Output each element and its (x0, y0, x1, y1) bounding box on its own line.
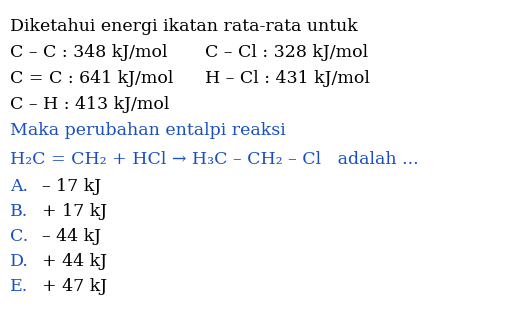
Text: C – H : 413 kJ/mol: C – H : 413 kJ/mol (10, 96, 170, 113)
Text: C – C : 348 kJ/mol: C – C : 348 kJ/mol (10, 44, 167, 61)
Text: C – Cl : 328 kJ/mol: C – Cl : 328 kJ/mol (205, 44, 368, 61)
Text: + 44 kJ: + 44 kJ (42, 253, 107, 270)
Text: + 47 kJ: + 47 kJ (42, 278, 107, 295)
Text: Diketahui energi ikatan rata-rata untuk: Diketahui energi ikatan rata-rata untuk (10, 18, 358, 35)
Text: – 17 kJ: – 17 kJ (42, 178, 101, 195)
Text: Maka perubahan entalpi reaksi: Maka perubahan entalpi reaksi (10, 122, 286, 139)
Text: D.: D. (10, 253, 29, 270)
Text: C = C : 641 kJ/mol: C = C : 641 kJ/mol (10, 70, 173, 87)
Text: A.: A. (10, 178, 28, 195)
Text: H – Cl : 431 kJ/mol: H – Cl : 431 kJ/mol (205, 70, 370, 87)
Text: C.: C. (10, 228, 28, 245)
Text: H₂C = CH₂ + HCl → H₃C – CH₂ – Cl   adalah ...: H₂C = CH₂ + HCl → H₃C – CH₂ – Cl adalah … (10, 151, 418, 168)
Text: B.: B. (10, 203, 28, 220)
Text: + 17 kJ: + 17 kJ (42, 203, 107, 220)
Text: – 44 kJ: – 44 kJ (42, 228, 101, 245)
Text: E.: E. (10, 278, 28, 295)
